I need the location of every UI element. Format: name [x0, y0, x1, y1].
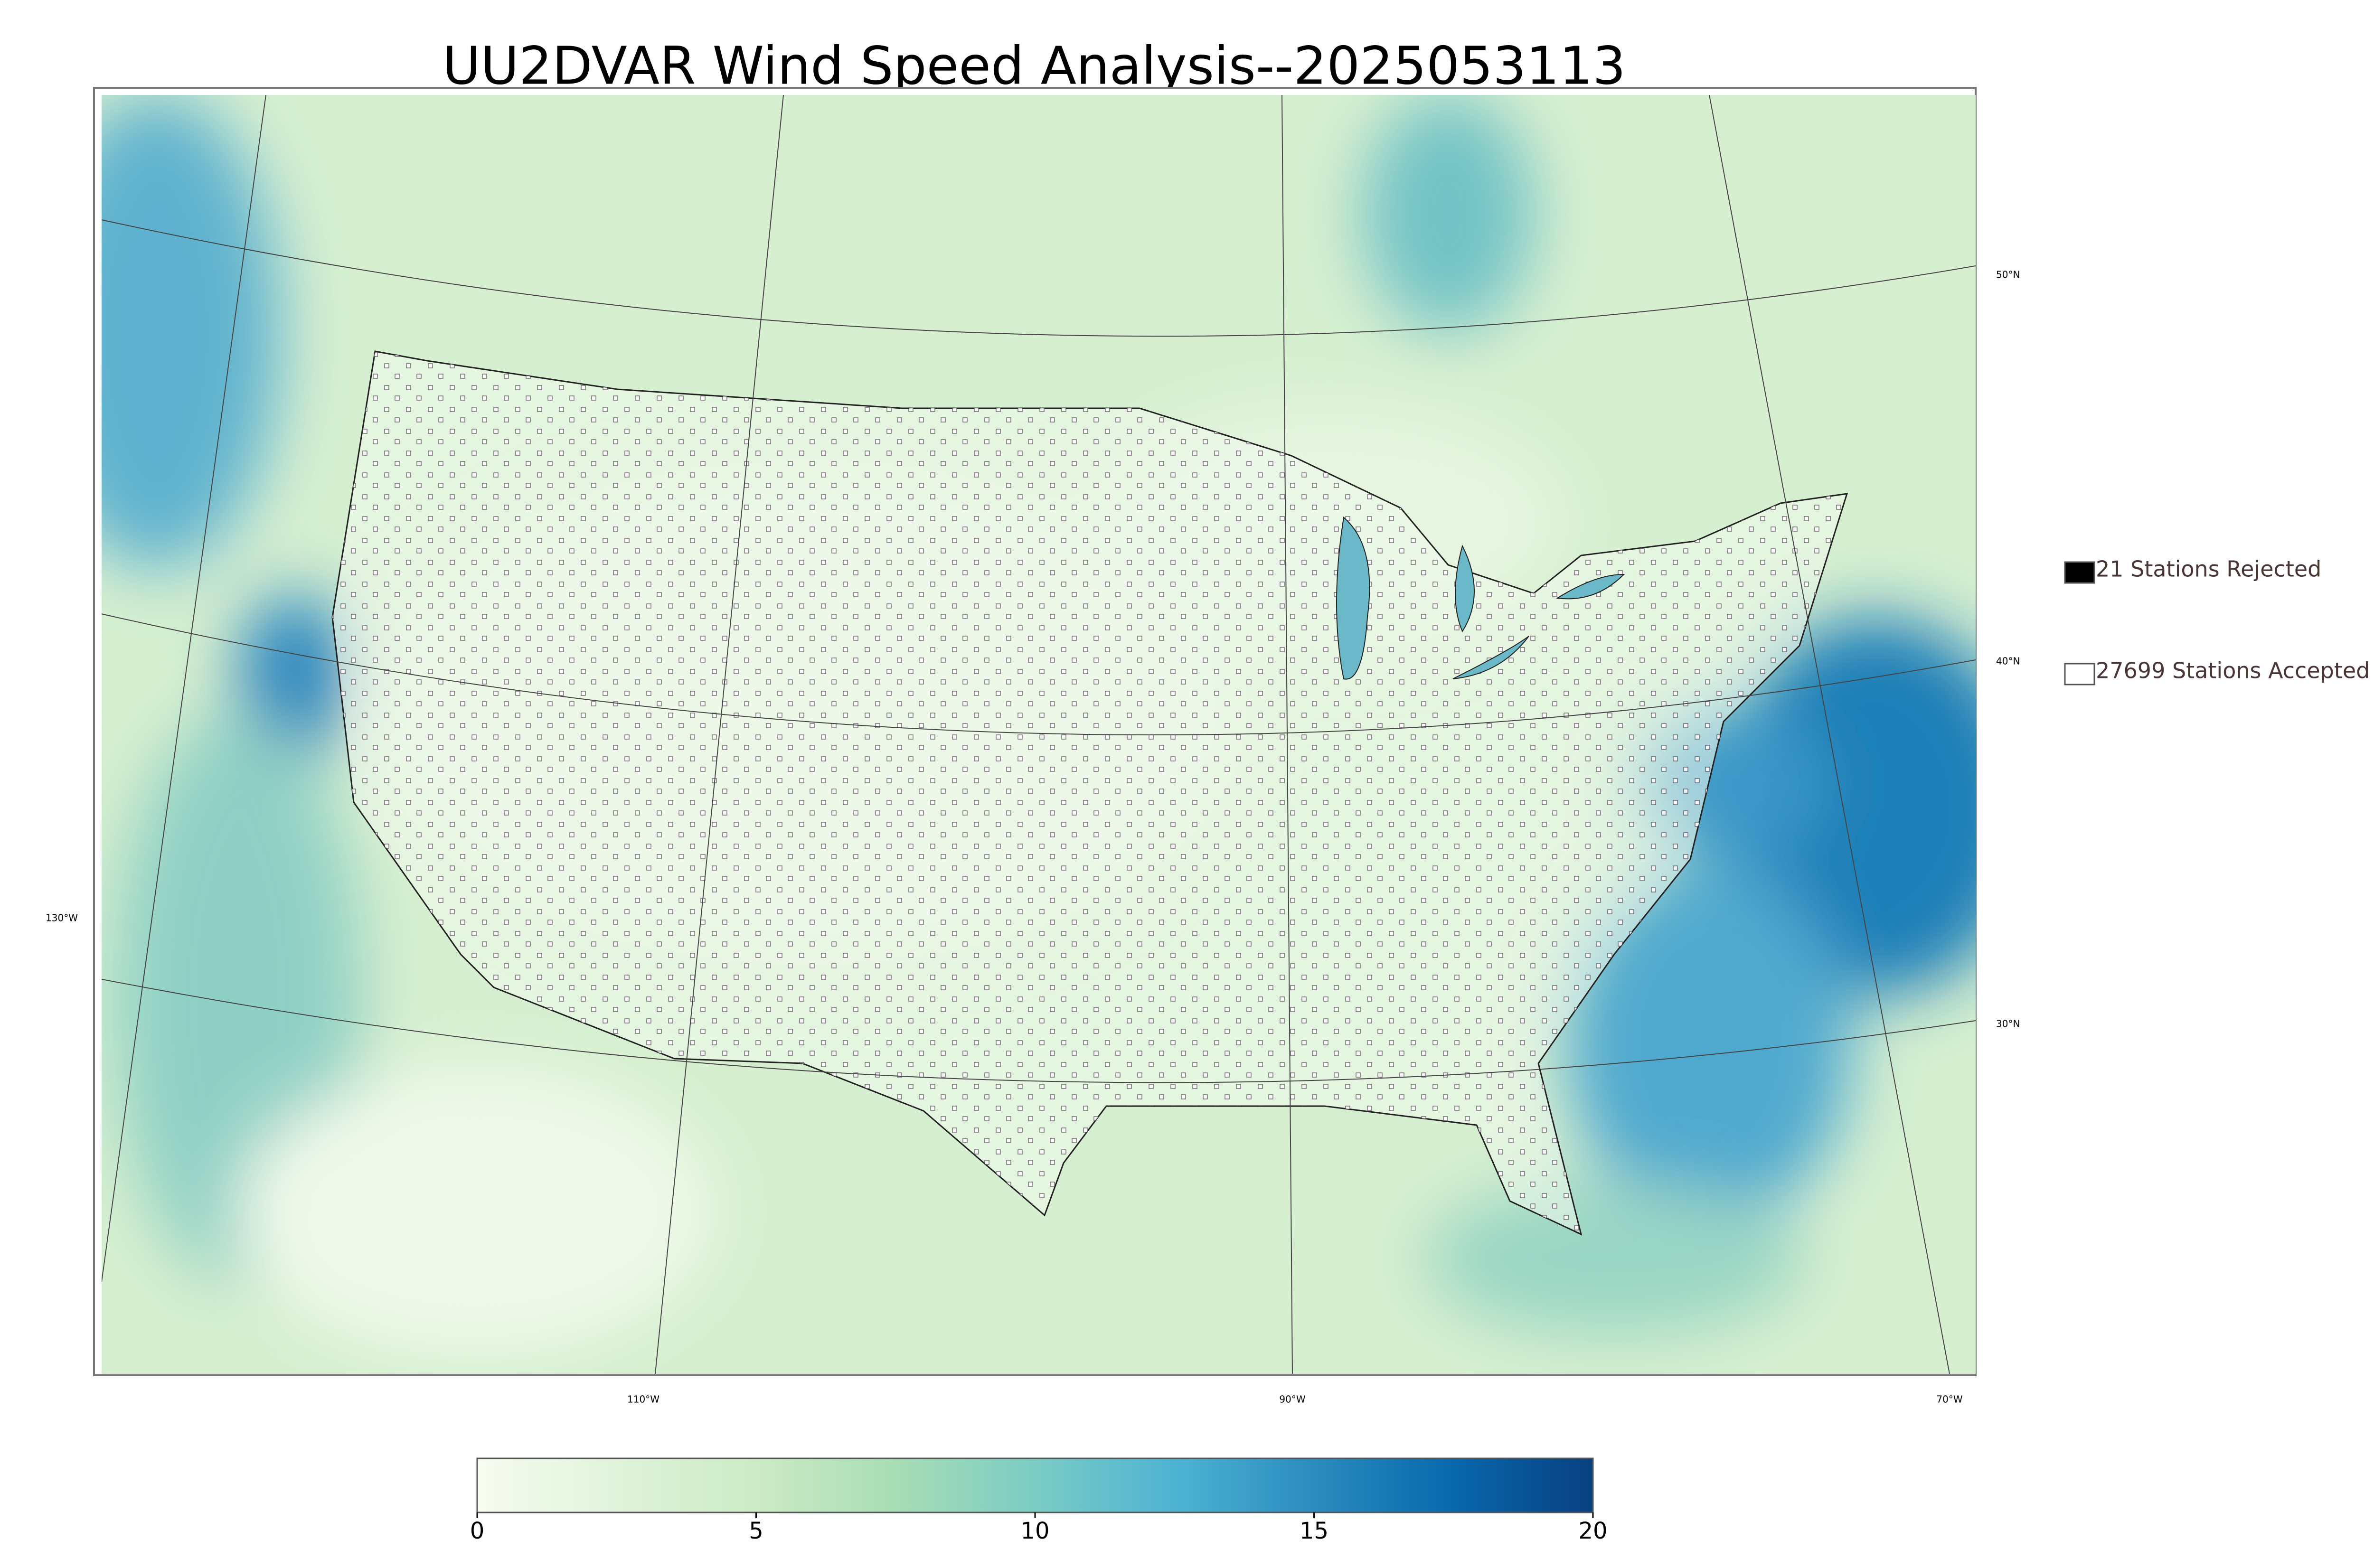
lon-label: 70°W	[1936, 1394, 1962, 1405]
colorbar-tick-label: 5	[749, 1518, 763, 1544]
legend: 21 Stations Rejected 27699 Stations Accep…	[2064, 556, 2370, 685]
title: UU2DVAR Wind Speed Analysis--2025053113	[443, 35, 1626, 96]
graticule	[102, 95, 1976, 1374]
colorbar-tick-label: 20	[1578, 1518, 1607, 1544]
legend-swatch	[2064, 663, 2095, 685]
lon-label: 90°W	[1279, 1394, 1305, 1405]
lon-label: 110°W	[627, 1394, 659, 1405]
map-area	[102, 95, 1976, 1374]
lon-label: 130°W	[46, 912, 78, 924]
latitude-labels: 50°N 40°N 30°N	[1996, 269, 2020, 1030]
colorbar-tick-label: 10	[1020, 1518, 1049, 1544]
colorbar-body	[476, 1457, 1594, 1513]
colorbar-tick-label: 0	[470, 1518, 485, 1544]
legend-label: 21 Stations Rejected	[2096, 556, 2321, 582]
longitude-labels: 130°W 110°W 90°W 70°W	[46, 912, 1963, 1405]
lat-label: 40°N	[1996, 656, 2020, 667]
legend-label: 27699 Stations Accepted	[2096, 658, 2370, 684]
colorbar-tick-label: 15	[1300, 1518, 1328, 1544]
legend-swatch	[2064, 561, 2095, 584]
lat-label: 50°N	[1996, 269, 2020, 281]
lat-label: 30°N	[1996, 1018, 2020, 1030]
great-lakes	[1336, 516, 1625, 680]
colorbar: 0 5 10 15 20	[470, 1457, 1608, 1544]
